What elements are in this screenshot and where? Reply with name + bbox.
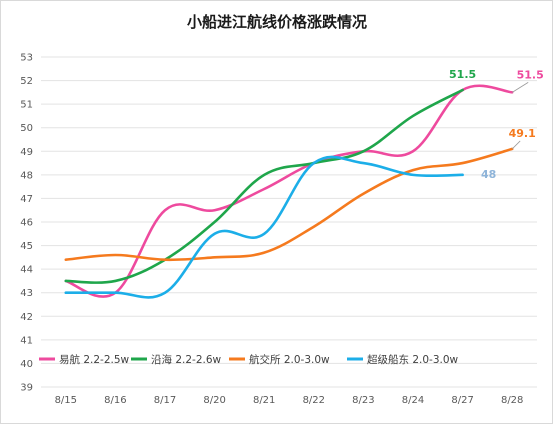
x-tick-label: 8/15 [55, 395, 77, 406]
label-leader [511, 140, 521, 150]
end-value-label: 51.5 [517, 68, 544, 81]
grid-lines [41, 56, 537, 388]
chart-title: 小船进江航线价格涨跌情况 [187, 13, 367, 31]
y-tick-label: 44 [20, 265, 33, 276]
x-tick-label: 8/17 [154, 395, 176, 406]
x-tick-label: 8/22 [303, 395, 325, 406]
x-axis-ticks: 8/15 8/16 8/17 8/20 8/21 8/22 8/23 8/24 8/27 8/28 [55, 395, 524, 406]
x-tick-label: 8/27 [451, 395, 473, 406]
y-tick-label: 52 [20, 76, 33, 87]
y-axis-ticks: 39 40 41 42 43 44 45 46 47 48 49 50 51 52 53 [20, 53, 33, 394]
y-tick-label: 49 [20, 147, 33, 158]
y-tick-label: 51 [20, 100, 33, 111]
y-tick-label: 46 [20, 218, 33, 229]
legend-entry: 沿海 2.2-2.6w [151, 353, 222, 366]
end-labels: 51.5 51.5 49.1 48 [449, 68, 544, 181]
y-tick-label: 47 [20, 194, 33, 205]
x-tick-label: 8/28 [501, 395, 523, 406]
y-tick-label: 40 [20, 359, 33, 370]
end-value-label: 48 [481, 168, 496, 181]
y-tick-label: 41 [20, 335, 33, 346]
series-line [64, 88, 464, 284]
x-tick-label: 8/21 [253, 395, 275, 406]
x-tick-label: 8/24 [402, 395, 424, 406]
series-line [64, 84, 514, 298]
end-value-label: 51.5 [449, 68, 476, 81]
series-lines [64, 84, 514, 299]
legend: 易航 2.2-2.5w 沿海 2.2-2.6w 航交所 2.0-3.0w 超级船东 2… [39, 353, 459, 366]
end-value-label: 49.1 [509, 127, 536, 140]
y-tick-label: 48 [20, 170, 33, 181]
series-line [64, 147, 514, 262]
y-tick-label: 50 [20, 123, 33, 134]
y-tick-label: 45 [20, 241, 33, 252]
y-tick-label: 42 [20, 312, 33, 323]
legend-entry: 易航 2.2-2.5w [59, 353, 130, 366]
y-tick-label: 39 [20, 383, 33, 394]
y-tick-label: 43 [20, 288, 33, 299]
x-tick-label: 8/20 [203, 395, 225, 406]
x-tick-label: 8/16 [104, 395, 126, 406]
legend-entry: 超级船东 2.0-3.0w [367, 353, 459, 366]
x-tick-label: 8/23 [352, 395, 374, 406]
series-line [64, 155, 464, 299]
y-tick-label: 53 [20, 53, 33, 64]
legend-entry: 航交所 2.0-3.0w [249, 353, 330, 366]
label-leader [511, 82, 529, 93]
